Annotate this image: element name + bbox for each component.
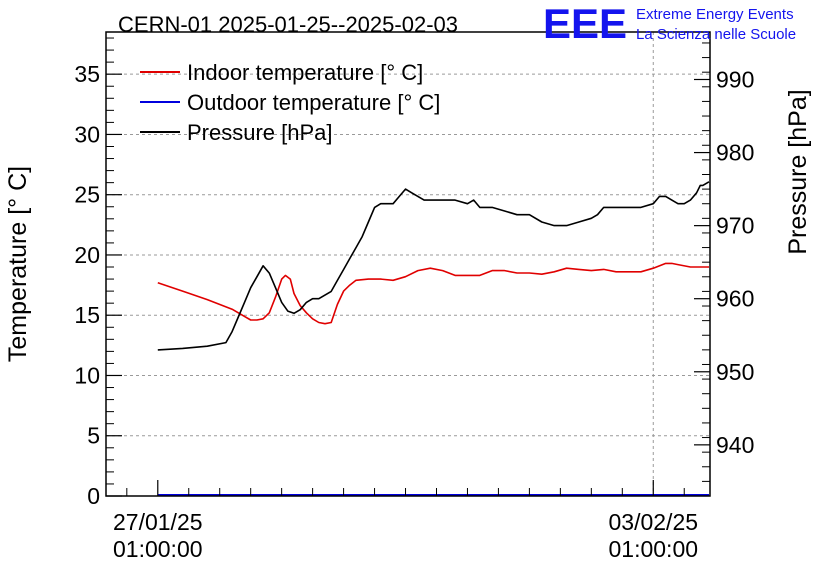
y2-tick-label: 950	[716, 359, 754, 385]
y-tick-label: 15	[74, 302, 100, 328]
y2-tick-label: 960	[716, 286, 754, 312]
y2-tick-label: 970	[716, 213, 754, 239]
y2-tick-label: 990	[716, 66, 754, 92]
gridlines	[106, 32, 710, 496]
y-tick-label: 0	[87, 483, 100, 509]
right-axis-ticks: 940 950 960 970 980 990	[694, 42, 754, 482]
series-pressure-line	[157, 181, 710, 351]
y-tick-label: 30	[74, 121, 100, 147]
legend-label: Outdoor temperature [° C]	[187, 90, 440, 115]
x-tick-label-time: 01:00:00	[609, 536, 699, 562]
chart-title: CERN-01 2025-01-25--2025-02-03	[118, 12, 458, 37]
logo-line-1: Extreme Energy Events	[636, 6, 794, 23]
y-tick-label: 35	[74, 61, 100, 87]
legend: Indoor temperature [° C] Outdoor temperat…	[140, 60, 440, 145]
y-tick-label: 10	[74, 362, 100, 388]
x-tick-label-time: 01:00:00	[113, 536, 203, 562]
series-lines	[157, 181, 710, 496]
x-tick-label-date: 27/01/25	[113, 509, 203, 535]
x-tick-label-date: 03/02/25	[609, 509, 699, 535]
logo-line-2: La Scienza nelle Scuole	[636, 26, 796, 43]
y-tick-label: 20	[74, 242, 100, 268]
series-indoor-line	[157, 262, 709, 325]
y-axis-label: Temperature [° C]	[4, 166, 32, 362]
y2-axis-label: Pressure [hPa]	[784, 89, 812, 254]
legend-label: Pressure [hPa]	[187, 120, 333, 145]
legend-label: Indoor temperature [° C]	[187, 60, 423, 85]
logo-mark: EEE	[543, 0, 627, 47]
plot-frame	[105, 31, 711, 497]
left-axis-ticks: 0 5 10 15 20 25 30 35	[74, 37, 122, 509]
y-tick-label: 25	[74, 182, 100, 208]
y2-tick-label: 980	[716, 140, 754, 166]
eee-logo: EEE Extreme Energy Events La Scienza nel…	[543, 0, 796, 47]
y2-tick-label: 940	[716, 432, 754, 458]
y-tick-label: 5	[87, 423, 100, 449]
